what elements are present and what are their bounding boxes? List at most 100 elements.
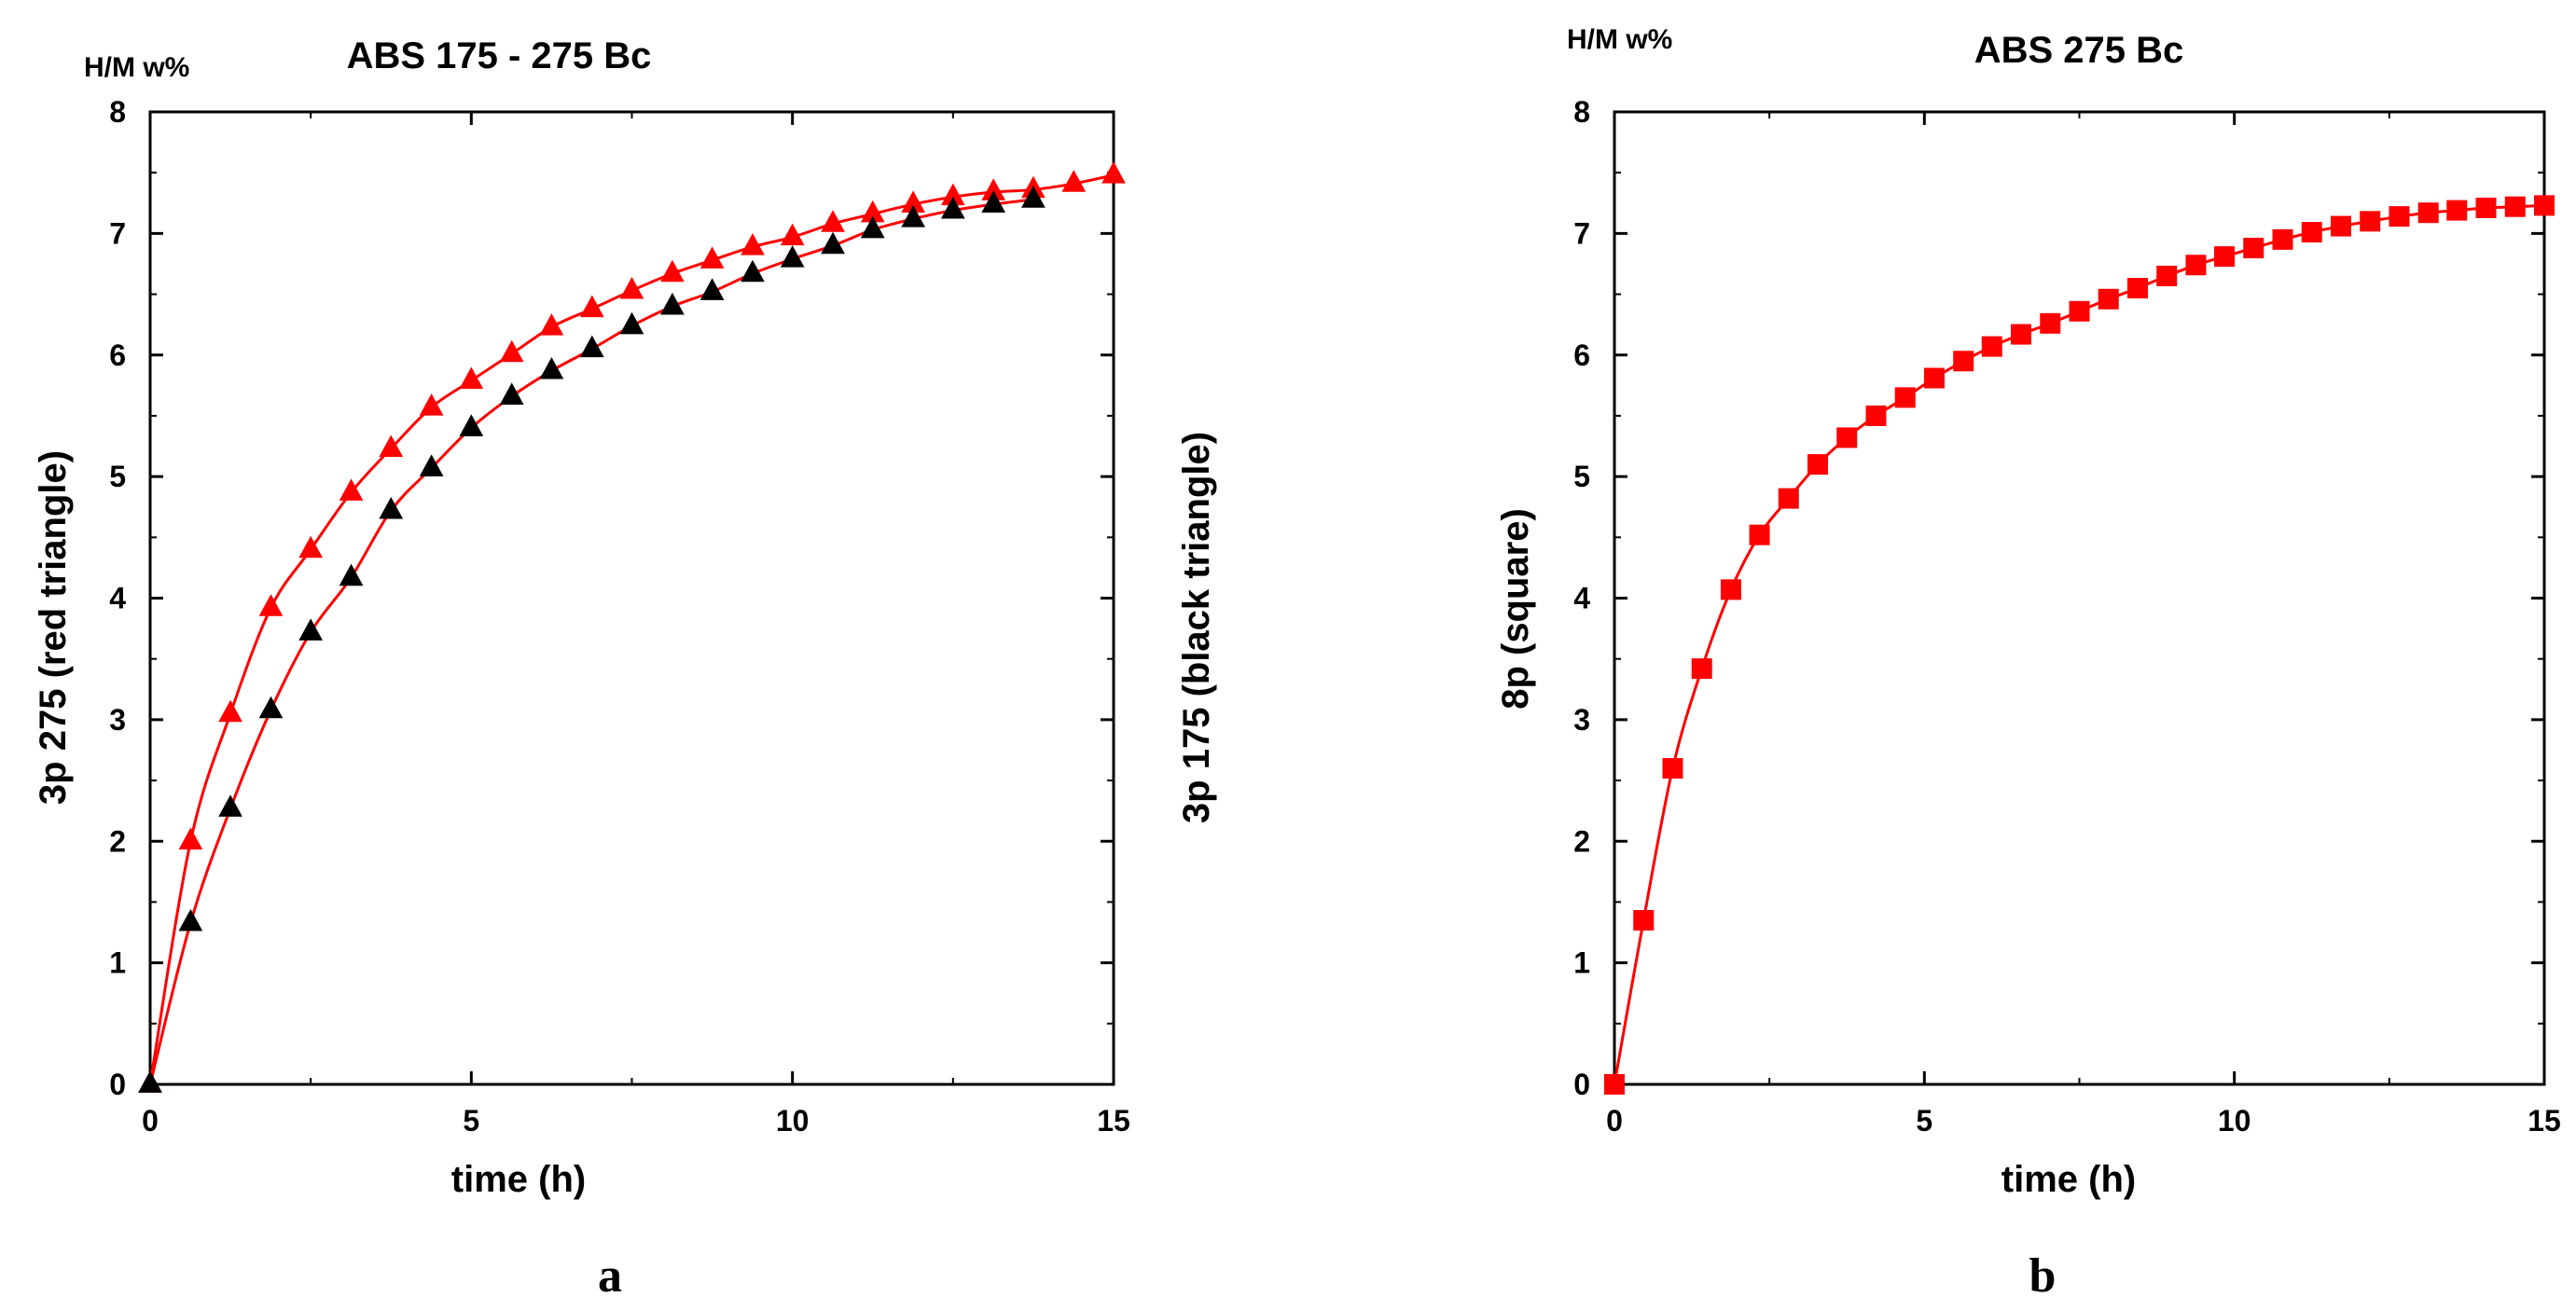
marker-8p (2389, 206, 2410, 228)
panel-b: H/M w% ABS 275 Bc 0 1 2 3 4 5 6 7 8 0 5 10 15 time (… (1495, 24, 2561, 1303)
marker-8p (1836, 427, 1858, 448)
chart-title-a: ABS 175 - 275 Bc (347, 35, 652, 76)
marker-3p-175 (298, 618, 324, 641)
x-tick-label-a: 0 (142, 1104, 159, 1138)
y-tick-label-b: 0 (1573, 1068, 1590, 1101)
marker-8p (2126, 278, 2148, 299)
marker-3p-175 (940, 196, 965, 219)
x-tick-label-a: 5 (463, 1104, 479, 1138)
marker-3p-175 (138, 1070, 162, 1093)
marker-3p-275 (699, 246, 725, 269)
plot-frame-a (148, 110, 1115, 1086)
marker-3p-275 (539, 313, 564, 336)
marker-3p-275 (660, 259, 685, 283)
marker-8p (2534, 195, 2555, 216)
marker-8p (1662, 758, 1683, 779)
marker-3p-275 (218, 699, 242, 723)
marker-8p (1691, 658, 1712, 680)
marker-3p-175 (339, 563, 364, 586)
marker-8p (1720, 579, 1741, 600)
marker-3p-175 (258, 696, 284, 719)
marker-8p (1923, 367, 1945, 389)
marker-8p (1633, 909, 1655, 931)
y-tick-label-b: 4 (1573, 582, 1590, 615)
marker-3p-175 (901, 205, 925, 228)
marker-3p-275 (741, 233, 765, 255)
marker-8p (1749, 524, 1770, 545)
y-axis-title-left-a: 3p 275 (red triangle) (33, 450, 74, 805)
y-tick-label-a: 7 (109, 216, 126, 250)
marker-8p (1894, 387, 1916, 408)
marker-8p (2214, 246, 2236, 268)
marker-8p (2040, 312, 2061, 334)
x-tick-label-a: 15 (1097, 1104, 1130, 1138)
y-tick-label-a: 2 (109, 824, 126, 858)
marker-8p (2504, 196, 2526, 217)
marker-3p-275 (579, 295, 604, 318)
marker-3p-175 (981, 190, 1006, 213)
marker-3p-275 (258, 594, 284, 616)
x-axis-title-a: time (h) (451, 1159, 586, 1200)
unit-label-a: H/M w% (84, 52, 189, 83)
panel-letter-a: a (598, 1249, 622, 1303)
y-tick-label-b: 8 (1573, 95, 1590, 129)
y-tick-label-a: 3 (109, 703, 126, 737)
y-tick-label-a: 6 (109, 338, 126, 372)
marker-8p (2243, 238, 2264, 259)
marker-3p-175 (178, 908, 203, 931)
marker-8p (2185, 255, 2207, 276)
y-tick-label-a: 5 (109, 460, 126, 493)
unit-label-b: H/M w% (1567, 24, 1672, 55)
marker-3p-275 (1101, 161, 1126, 184)
y-tick-label-a: 0 (109, 1068, 126, 1101)
marker-3p-275 (780, 223, 805, 246)
marker-8p (2475, 197, 2497, 218)
panel-letter-b: b (2029, 1249, 2057, 1303)
x-tick-label-b: 0 (1606, 1104, 1623, 1138)
series-line-3p-275 (148, 173, 1115, 1085)
marker-3p-175 (619, 311, 644, 335)
y-axis-title-right-a: 3p 175 (black triangle) (1176, 432, 1217, 823)
marker-3p-275 (619, 276, 644, 299)
marker-3p-175 (1021, 186, 1046, 208)
marker-8p (2446, 200, 2468, 221)
marker-8p (1981, 336, 2002, 357)
marker-3p-275 (379, 434, 404, 457)
marker-3p-275 (419, 393, 444, 416)
marker-8p (2330, 215, 2351, 237)
marker-8p (2156, 266, 2178, 287)
marker-3p-175 (860, 215, 885, 239)
marker-8p (2098, 288, 2119, 310)
marker-3p-175 (379, 496, 404, 519)
marker-3p-275 (499, 339, 524, 363)
marker-8p (2301, 222, 2322, 243)
marker-8p (1778, 488, 1799, 509)
marker-3p-175 (419, 454, 444, 476)
marker-3p-175 (459, 414, 484, 436)
marker-3p-175 (780, 245, 805, 268)
y-tick-label-b: 1 (1573, 946, 1590, 980)
marker-3p-275 (459, 366, 484, 389)
series-line-8p (1613, 203, 2545, 1085)
y-tick-label-a: 1 (109, 946, 126, 980)
marker-3p-175 (579, 335, 604, 358)
plot-area-a: 0 1 2 3 4 5 6 7 8 0 5 10 15 (109, 95, 1130, 1138)
marker-3p-175 (660, 292, 685, 315)
marker-3p-175 (741, 259, 765, 283)
y-tick-label-a: 8 (109, 95, 126, 129)
marker-8p (2272, 228, 2293, 250)
x-tick-label-a: 10 (776, 1104, 810, 1138)
y-axis-title-left-b: 8p (square) (1495, 508, 1536, 710)
marker-8p (2011, 324, 2032, 345)
marker-3p-275 (821, 210, 845, 232)
marker-8p (1865, 405, 1887, 426)
marker-8p (1604, 1074, 1625, 1095)
marker-8p (2069, 300, 2090, 322)
plot-area-b: 0 1 2 3 4 5 6 7 8 0 5 10 15 (1573, 95, 2561, 1138)
marker-3p-275 (298, 535, 324, 558)
y-tick-label-a: 4 (109, 582, 126, 615)
marker-3p-275 (1061, 170, 1087, 192)
x-tick-label-b: 10 (2218, 1104, 2251, 1138)
